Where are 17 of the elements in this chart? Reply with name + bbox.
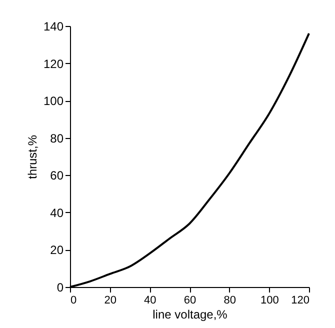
y-tick-label: 20 [50,243,64,258]
x-tick-label: 40 [144,294,156,306]
y-tick-label: 140 [43,20,64,34]
x-tick-label: 60 [184,294,196,306]
x-tick-label: 100 [260,294,279,306]
y-tick-label: 120 [43,56,64,71]
x-tick-label: 120 [291,294,310,306]
x-axis-title: line voltage,% [152,308,228,322]
y-axis-title: thrust,% [25,134,40,180]
y-tick-label: 60 [50,168,64,183]
x-tick-label: 80 [224,294,236,306]
y-tick-label: 40 [50,206,64,220]
x-tick-label: 20 [104,294,116,306]
y-tick-label: 80 [50,131,64,146]
y-tick-label: 0 [56,280,64,294]
y-tick-label: 100 [43,94,64,108]
x-tick-label: 0 [70,294,77,306]
